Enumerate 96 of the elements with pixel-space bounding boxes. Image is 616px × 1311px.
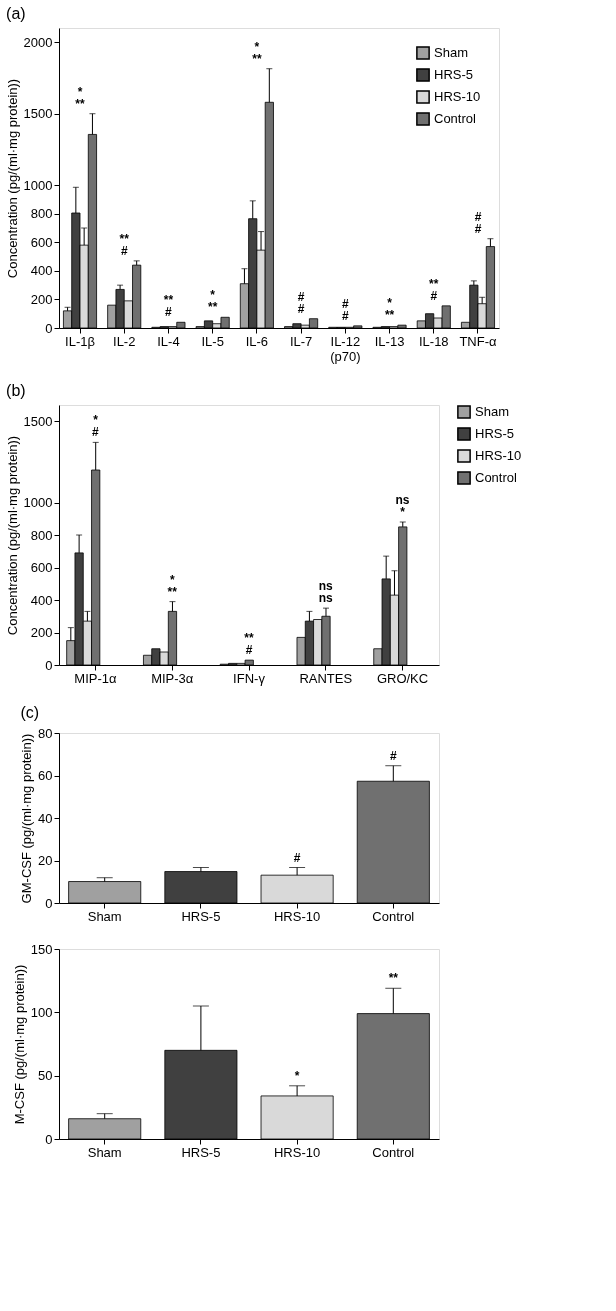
annotation: * — [93, 413, 99, 428]
annotation: * — [254, 39, 260, 54]
x-tick-label: Sham — [87, 908, 122, 924]
annotation: ns — [395, 493, 410, 507]
annotation: ** — [252, 51, 262, 66]
annotation: ns — [318, 591, 334, 606]
annotation: ** — [429, 276, 439, 291]
y-tick-label: 600 — [30, 234, 53, 250]
annotation: # — [92, 425, 100, 440]
y-tick-label: 80 — [38, 725, 53, 741]
y-axis-title: M-CSF (pg/(ml·mg protein)) — [11, 964, 27, 1125]
x-tick-label: IL-1β — [65, 333, 95, 349]
annotation: # — [389, 748, 397, 763]
x-tick-label: RANTES — [299, 670, 353, 686]
y-axis-title: Concentration (pg/(ml·mg protein)) — [4, 435, 20, 636]
y-tick-label: 600 — [30, 560, 53, 575]
y-axis-title: GM-CSF (pg/(ml·mg protein)) — [19, 733, 35, 904]
annotation: # — [245, 643, 253, 658]
chart-title: (b) — [6, 382, 26, 399]
x-tick-label: IFN-γ — [233, 670, 266, 686]
annotation: # — [293, 850, 301, 865]
annotation: # — [297, 289, 305, 304]
x-tick-label: HRS-5 — [181, 1144, 221, 1160]
annotation: ** — [208, 300, 218, 315]
y-tick-label: 200 — [30, 625, 53, 640]
annotation: ** — [384, 308, 395, 323]
legend-label: Sham — [434, 45, 468, 60]
annotation: # — [430, 288, 438, 303]
y-tick-label: 100 — [30, 1004, 53, 1020]
y-tick-label: 0 — [45, 895, 53, 911]
chart-title: (a) — [6, 5, 26, 22]
y-tick-label: 1000 — [23, 495, 53, 510]
annotation: ** — [75, 96, 85, 111]
x-tick-label: Control — [372, 908, 415, 924]
legend-label: HRS-5 — [475, 426, 515, 441]
annotation: ** — [388, 971, 399, 986]
annotation: ** — [167, 584, 178, 599]
x-tick-label: MIP-1α — [74, 670, 118, 686]
legend-label: HRS-5 — [434, 67, 474, 82]
annotation: * — [400, 505, 406, 519]
x-tick-label: MIP-3α — [151, 670, 194, 686]
y-tick-label: 800 — [30, 206, 53, 222]
x-tick-label: IL-4 — [157, 333, 180, 349]
y-tick-label: 40 — [38, 810, 53, 826]
annotation: ** — [244, 631, 254, 646]
y-tick-label: 0 — [45, 657, 53, 673]
legend-label: Sham — [475, 404, 509, 419]
y-axis-title: Concentration (pg/(ml·mg protein)) — [4, 78, 20, 279]
y-tick-label: 400 — [30, 263, 53, 279]
y-tick-label: 400 — [30, 592, 53, 608]
x-tick-label: IL-5 — [201, 333, 224, 349]
x-tick-label: TNF-α — [459, 333, 498, 349]
y-tick-label: 150 — [30, 941, 53, 957]
annotation: ns — [318, 579, 334, 594]
x-tick-label: GRO/KC — [376, 670, 429, 686]
y-tick-label: 800 — [30, 527, 53, 543]
annotation: * — [77, 84, 83, 99]
y-tick-label: 1500 — [23, 106, 53, 122]
x-tick-label: IL-7 — [289, 333, 313, 349]
y-tick-label: 0 — [45, 1131, 53, 1147]
legend-label: Control — [434, 111, 477, 126]
y-tick-label: 1000 — [23, 177, 53, 193]
annotation: # — [120, 243, 128, 258]
x-tick-label: IL-2 — [113, 333, 136, 349]
legend-label: HRS-10 — [475, 448, 522, 463]
annotation: # — [341, 296, 349, 311]
annotation: * — [294, 1068, 300, 1083]
annotation: ** — [119, 231, 130, 246]
y-tick-label: 50 — [38, 1068, 53, 1084]
annotation: ** — [163, 293, 174, 308]
x-tick-label: IL-13 — [374, 333, 405, 349]
y-tick-label: 2000 — [23, 34, 53, 50]
annotation: * — [387, 296, 393, 311]
x-tick-label: Control — [372, 1144, 415, 1160]
x-tick-label: IL-18 — [418, 333, 449, 349]
annotation: * — [169, 572, 175, 587]
x-tick-label: HRS-10 — [273, 908, 321, 924]
y-tick-label: 0 — [45, 320, 53, 336]
y-tick-label: 1500 — [23, 413, 53, 429]
chart-title: (c) — [20, 704, 40, 721]
x-tick-label: HRS-10 — [273, 1144, 321, 1160]
annotation: # — [341, 308, 349, 323]
y-tick-label: 60 — [38, 768, 53, 783]
x-tick-label: IL-12 (p70) — [330, 333, 361, 364]
annotation: # — [165, 305, 173, 320]
x-tick-label: IL-6 — [245, 333, 269, 349]
y-tick-label: 200 — [30, 291, 53, 307]
legend-label: Control — [475, 470, 518, 485]
legend-label: HRS-10 — [434, 89, 481, 104]
y-tick-label: 20 — [38, 853, 53, 868]
annotation: # — [474, 221, 482, 236]
x-tick-label: Sham — [87, 1144, 122, 1160]
annotation: # — [474, 209, 482, 224]
x-tick-label: HRS-5 — [181, 908, 221, 924]
annotation: * — [210, 288, 216, 303]
annotation: # — [297, 301, 305, 316]
